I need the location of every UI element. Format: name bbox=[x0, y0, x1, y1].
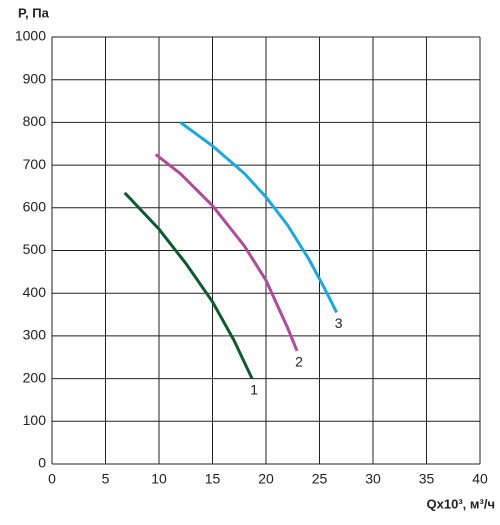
curve bbox=[123, 191, 254, 380]
y-axis-label: P, Па bbox=[18, 5, 50, 20]
y-tick-label: 800 bbox=[23, 113, 47, 129]
y-tick-label: 700 bbox=[23, 156, 47, 172]
x-tick-label: 20 bbox=[258, 471, 274, 487]
y-tick-label: 100 bbox=[23, 412, 47, 428]
y-tick-label: 200 bbox=[23, 369, 47, 385]
x-tick-label: 40 bbox=[472, 471, 488, 487]
y-tick-label: 500 bbox=[23, 241, 47, 257]
x-axis-label: Qx10³, м³/ч bbox=[427, 496, 495, 511]
curve bbox=[179, 121, 338, 314]
curve-label: 3 bbox=[335, 315, 343, 331]
x-tick-label: 25 bbox=[312, 471, 328, 487]
y-tick-label: 0 bbox=[38, 455, 46, 471]
y-tick-label: 900 bbox=[23, 70, 47, 86]
x-tick-label: 35 bbox=[419, 471, 435, 487]
y-tick-label: 400 bbox=[23, 284, 47, 300]
curve bbox=[154, 153, 299, 352]
x-tick-label: 30 bbox=[365, 471, 381, 487]
x-tick-label: 5 bbox=[102, 471, 110, 487]
x-tick-label: 15 bbox=[205, 471, 221, 487]
y-tick-label: 1000 bbox=[15, 28, 46, 44]
curve-label: 2 bbox=[295, 354, 303, 370]
x-tick-label: 10 bbox=[151, 471, 167, 487]
x-tick-label: 0 bbox=[48, 471, 56, 487]
y-tick-label: 600 bbox=[23, 199, 47, 215]
y-tick-label: 300 bbox=[23, 327, 47, 343]
curve-label: 1 bbox=[250, 381, 258, 397]
